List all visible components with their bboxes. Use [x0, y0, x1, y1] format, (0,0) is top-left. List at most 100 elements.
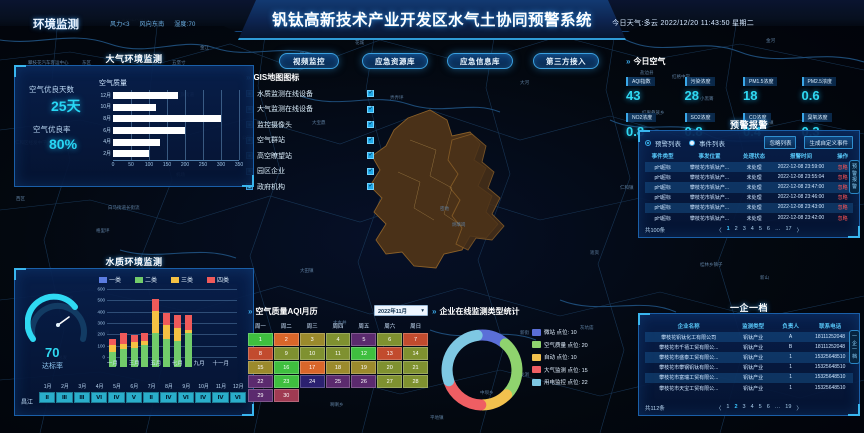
page-link[interactable]: 6	[766, 226, 770, 232]
calendar-day[interactable]: 28	[403, 375, 428, 388]
ignore-list-button[interactable]: 忽略列表	[764, 136, 797, 149]
stack-segment	[108, 345, 116, 353]
gis-layer-item[interactable]: ▣高空瞭望站	[246, 151, 374, 161]
gis-layer-item[interactable]: ▣园区企业	[246, 166, 374, 176]
chevron-right-icon: »	[432, 307, 437, 316]
radio-event-list[interactable]: 事件列表	[689, 138, 725, 148]
calendar-day[interactable]: 20	[377, 361, 403, 374]
table-row[interactable]: 攀枝花市攀钢钒钛有限公... 钒钛产业 1 15325648510	[645, 363, 853, 373]
table-row[interactable]: pH超标 攀枝花市钒钛产... 未处理 2022-12-08 23:46:00 忽略	[645, 193, 853, 203]
create-custom-event-button[interactable]: 生成自定义事件	[804, 136, 853, 149]
calendar-day[interactable]: 13	[377, 347, 403, 360]
gis-layer-item[interactable]: ▣监控摄像头	[246, 120, 374, 130]
checkbox-checked-icon[interactable]	[367, 182, 374, 190]
calendar-day[interactable]: 2	[273, 333, 299, 346]
table-row[interactable]: 攀枝花钒钛化工有限公司 钒钛产业 A 18111252048	[645, 332, 853, 343]
table-row[interactable]: pH超标 攀枝花市钒钛产... 未处理 2022-12-08 23:43:00 忽略	[645, 202, 853, 213]
y-axis-tick: 100	[97, 343, 105, 349]
calendar-day[interactable]: 14	[403, 347, 428, 360]
ignore-link[interactable]: 忽略	[837, 184, 848, 191]
calendar-day[interactable]: 8	[248, 347, 273, 360]
checkbox-checked-icon[interactable]	[367, 89, 374, 97]
table-row[interactable]: pH超标 攀枝花市钒钛产... 未处理 2022-12-08 23:42:00 忽略	[645, 213, 853, 223]
calendar-month-select[interactable]: 2022年11月 ▾	[374, 305, 428, 316]
prev-page-button[interactable]: 〈	[715, 406, 722, 412]
page-link[interactable]: 4	[750, 226, 754, 232]
calendar-day[interactable]: 19	[351, 361, 377, 374]
checkbox-checked-icon[interactable]	[367, 167, 374, 175]
calendar-day[interactable]: 17	[299, 361, 325, 374]
table-row[interactable]: pH超标 攀枝花市钒钛产... 未处理 2022-12-08 23:59:00 忽略	[645, 162, 853, 173]
checkbox-checked-icon[interactable]	[367, 105, 374, 113]
nav-button-emergency-resources[interactable]: 应急资源库	[362, 53, 428, 69]
calendar-day[interactable]: 27	[377, 375, 403, 388]
calendar-day[interactable]: 4	[325, 333, 351, 346]
table-row[interactable]: 攀枝花市千禧工贸有限公... 钒钛产业 B 18111252048	[645, 342, 853, 352]
calendar-day[interactable]: 21	[403, 361, 428, 374]
page-link[interactable]: …	[774, 226, 781, 232]
page-link[interactable]: 5	[758, 404, 762, 410]
page-link[interactable]: 1	[726, 226, 730, 232]
donut-segment	[441, 329, 483, 387]
calendar-day[interactable]: 6	[377, 333, 403, 346]
calendar-day[interactable]: 29	[248, 389, 273, 402]
checkbox-checked-icon[interactable]	[367, 151, 374, 159]
calendar-day[interactable]: 16	[273, 361, 299, 374]
table-row[interactable]: 攀枝花市盛泰工贸有限公... 钒钛产业 1 15325648510	[645, 352, 853, 363]
calendar-day[interactable]: 24	[299, 375, 325, 388]
ignore-link[interactable]: 忽略	[837, 164, 848, 171]
table-row[interactable]: 攀枝花市富瑞工贸有限公... 钒钛产业 1 15325648510	[645, 372, 853, 383]
side-tab-enterprise[interactable]: 一企一档	[849, 330, 860, 364]
page-link[interactable]: 5	[758, 226, 762, 232]
nav-button-third-party[interactable]: 第三方接入	[533, 53, 599, 69]
page-link[interactable]: …	[774, 404, 781, 410]
page-link[interactable]: 1	[726, 404, 730, 410]
calendar-day[interactable]: 30	[273, 389, 299, 402]
ignore-link[interactable]: 忽略	[837, 195, 848, 202]
calendar-day[interactable]: 10	[299, 347, 325, 360]
calendar-day[interactable]: 23	[273, 375, 299, 388]
table-row[interactable]: pH超标 攀枝花市钒钛产... 未处理 2022-12-08 23:47:00 忽略	[645, 182, 853, 193]
ignore-link[interactable]: 忽略	[837, 215, 848, 222]
table-row[interactable]: 攀枝花市天宝工贸有限公... 钒钛产业 1 15325648510	[645, 383, 853, 393]
gis-layer-item[interactable]: ▣政府机构	[246, 182, 374, 192]
calendar-day[interactable]: 26	[351, 375, 377, 388]
gis-layer-item[interactable]: ▣水质监测在线设备	[246, 89, 374, 99]
page-link[interactable]: 17	[785, 226, 792, 232]
page-link[interactable]: 2	[734, 226, 738, 232]
calendar-day[interactable]: 12	[351, 347, 377, 360]
page-link[interactable]: 3	[742, 404, 746, 410]
legend-swatch	[99, 276, 107, 283]
calendar-day[interactable]: 22	[248, 375, 273, 388]
gis-layer-item[interactable]: ▣空气群站	[246, 135, 374, 145]
calendar-day[interactable]: 11	[325, 347, 351, 360]
calendar-day[interactable]: 15	[248, 361, 273, 374]
calendar-day[interactable]: 18	[325, 361, 351, 374]
side-tab-alarm[interactable]: 预警报警	[849, 160, 860, 194]
ignore-link[interactable]: 忽略	[837, 174, 848, 181]
calendar-day[interactable]: 5	[351, 333, 377, 346]
gis-layer-item[interactable]: ▣大气监测在线设备	[246, 104, 374, 114]
next-page-button[interactable]: 〉	[796, 228, 803, 234]
checkbox-checked-icon[interactable]	[367, 120, 374, 128]
radio-warning-list[interactable]: 预警列表	[645, 138, 681, 148]
page-link[interactable]: 4	[750, 404, 754, 410]
nav-button-emergency-info[interactable]: 应急信息库	[447, 53, 513, 69]
calendar-day[interactable]: 7	[403, 333, 428, 346]
calendar-day[interactable]: 3	[299, 333, 325, 346]
page-link[interactable]: 19	[785, 404, 792, 410]
calendar-day[interactable]: 25	[325, 375, 351, 388]
page-link[interactable]: 2	[734, 404, 738, 410]
ignore-link[interactable]: 忽略	[837, 205, 848, 212]
page-link[interactable]: 3	[742, 226, 746, 232]
next-page-button[interactable]: 〉	[796, 406, 802, 412]
table-row[interactable]: pH超标 攀枝花市钒钛产... 未处理 2022-12-08 23:55:04 忽略	[645, 172, 853, 182]
page-link[interactable]: 6	[766, 404, 770, 410]
air-quality-chart-caption: 空气质量	[99, 80, 127, 87]
checkbox-checked-icon[interactable]	[367, 136, 374, 144]
calendar-day[interactable]: 1	[248, 333, 273, 346]
prev-page-button[interactable]: 〈	[716, 228, 722, 234]
x-axis-tick: 十一月	[212, 361, 230, 367]
calendar-day[interactable]: 9	[273, 347, 299, 360]
nav-button-video-monitor[interactable]: 视频监控	[279, 53, 339, 69]
